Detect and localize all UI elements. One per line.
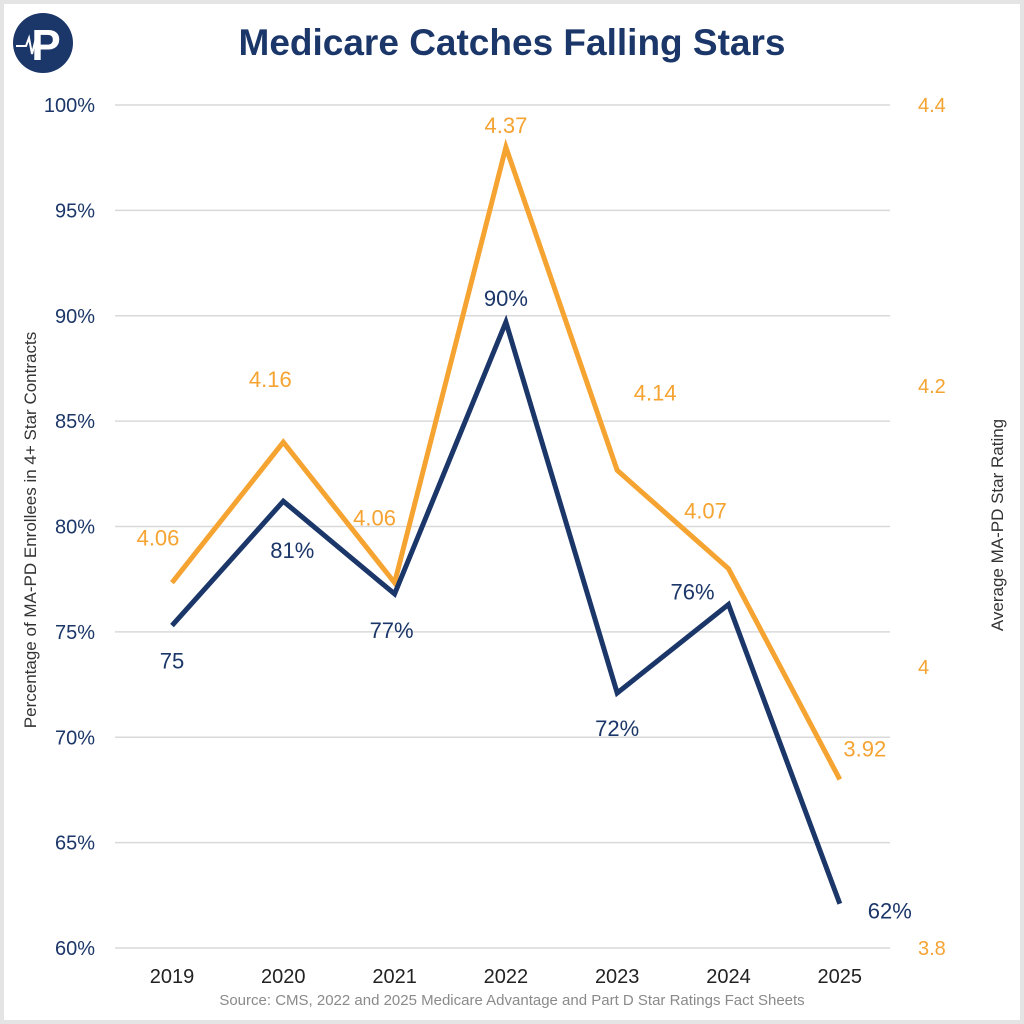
- x-tick-label: 2019: [150, 966, 195, 988]
- percentage-data-label: 75: [160, 649, 184, 674]
- percentage-data-label: 81%: [270, 538, 314, 563]
- left-tick-label: 90%: [55, 306, 95, 328]
- x-tick-label: 2023: [595, 966, 640, 988]
- right-tick-label: 3.8: [918, 938, 946, 960]
- left-tick-label: 100%: [44, 95, 95, 117]
- rating-data-label: 4.16: [249, 367, 292, 392]
- x-tick-label: 2025: [818, 966, 863, 988]
- percentage-data-label: 62%: [868, 899, 912, 924]
- right-tick-label: 4: [918, 657, 929, 679]
- right-tick-label: 4.4: [918, 95, 946, 117]
- right-tick-label: 4.2: [918, 376, 946, 398]
- rating-data-label: 4.07: [684, 499, 727, 524]
- percentage-data-label: 90%: [484, 286, 528, 311]
- x-tick-label: 2022: [484, 966, 529, 988]
- x-tick-label: 2021: [372, 966, 417, 988]
- left-tick-label: 75%: [55, 622, 95, 644]
- logo-icon: P: [13, 13, 73, 73]
- star-rating-line: [170, 138, 843, 781]
- left-tick-label: 65%: [55, 833, 95, 855]
- left-tick-label: 85%: [55, 411, 95, 433]
- svg-text:P: P: [31, 21, 60, 70]
- rating-data-label: 4.37: [484, 113, 527, 138]
- chart-title: Medicare Catches Falling Stars: [238, 22, 786, 63]
- percentage-data-label: 76%: [670, 579, 714, 604]
- left-tick-label: 70%: [55, 727, 95, 749]
- rating-data-label: 4.14: [634, 380, 677, 405]
- enrollee-percentage-line: [170, 314, 843, 905]
- left-tick-label: 95%: [55, 200, 95, 222]
- percentage-data-label: 77%: [370, 618, 414, 643]
- x-tick-label: 2024: [706, 966, 751, 988]
- source-note: Source: CMS, 2022 and 2025 Medicare Adva…: [219, 992, 805, 1009]
- rating-data-label: 4.06: [353, 506, 396, 531]
- rating-data-label: 3.92: [843, 736, 886, 761]
- rating-data-label: 4.06: [137, 526, 180, 551]
- left-tick-label: 80%: [55, 517, 95, 539]
- right-axis-label: Average MA-PD Star Rating: [988, 419, 1007, 631]
- percentage-data-label: 72%: [595, 716, 639, 741]
- left-tick-label: 60%: [55, 938, 95, 960]
- left-axis-label: Percentage of MA-PD Enrollees in 4+ Star…: [21, 332, 40, 728]
- x-tick-label: 2020: [261, 966, 306, 988]
